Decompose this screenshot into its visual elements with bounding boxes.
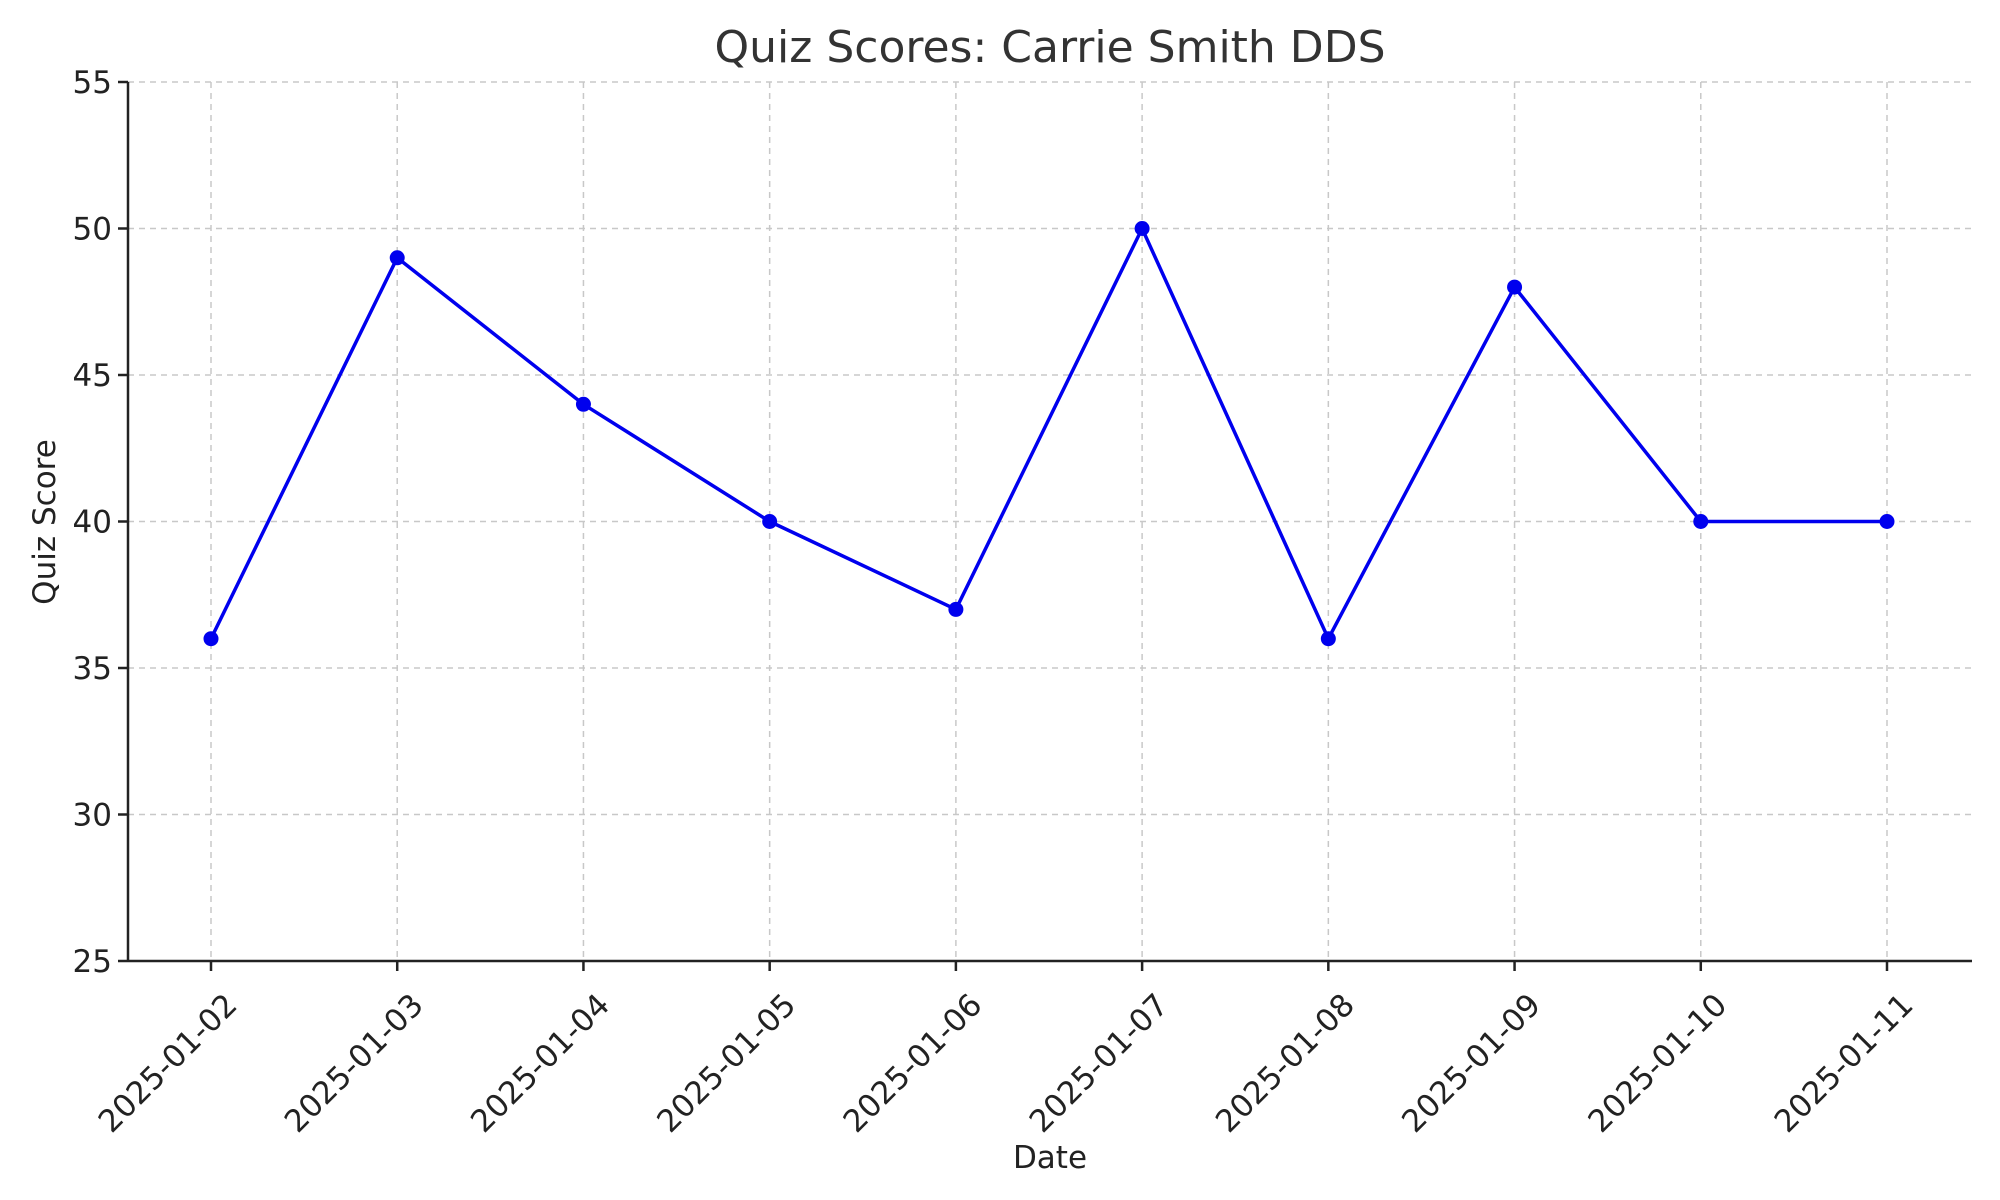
data-point	[1320, 631, 1336, 647]
y-axis-label: Quiz Score	[27, 439, 63, 605]
x-tick-label: 2025-01-02	[92, 987, 245, 1140]
data-point	[1134, 221, 1150, 236]
x-tick-label: 2025-01-09	[1395, 987, 1548, 1140]
data-point	[762, 514, 778, 529]
x-tick-label: 2025-01-11	[1768, 987, 1921, 1140]
x-tick-label: 2025-01-08	[1209, 987, 1362, 1140]
data-point	[1507, 279, 1523, 295]
y-tick-label: 50	[73, 212, 112, 248]
y-tick-label: 40	[73, 505, 112, 541]
x-tick-labels: 2025-01-02 2025-01-03 2025-01-04 2025-01-05…	[92, 961, 1921, 1140]
data-point	[948, 601, 964, 617]
y-tick-label: 45	[73, 358, 112, 394]
x-tick-label: 2025-01-03	[278, 987, 431, 1140]
x-tick-label: 2025-01-07	[1023, 987, 1176, 1140]
data-point	[203, 631, 219, 647]
x-tick-label: 2025-01-05	[650, 987, 803, 1140]
x-tick-label: 2025-01-06	[837, 987, 990, 1140]
series-line	[209, 226, 1887, 641]
chart-title: Quiz Scores: Carrie Smith DDS	[715, 22, 1386, 73]
data-point	[389, 250, 405, 266]
y-tick-label: 35	[73, 651, 112, 687]
data-point	[1879, 514, 1895, 529]
series	[203, 221, 1895, 647]
data-point	[575, 396, 591, 412]
x-tick-label: 2025-01-04	[464, 987, 617, 1140]
y-tick-label: 55	[73, 65, 112, 101]
y-tick-label: 30	[73, 798, 112, 834]
x-tick-label: 2025-01-10	[1581, 987, 1734, 1140]
x-axis-label: Date	[1013, 1140, 1087, 1176]
data-point	[1693, 514, 1709, 529]
y-tick-label: 25	[73, 944, 112, 980]
y-tick-labels: 25 30 35 40 45 50 55	[73, 65, 128, 980]
